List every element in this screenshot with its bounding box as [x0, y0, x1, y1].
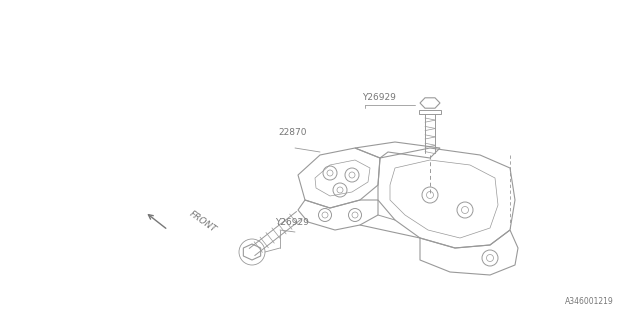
Text: FRONT: FRONT: [188, 210, 218, 235]
Text: Y26929: Y26929: [362, 92, 396, 101]
Text: Y26929: Y26929: [275, 218, 309, 227]
Text: A346001219: A346001219: [565, 298, 614, 307]
Text: 22870: 22870: [278, 127, 307, 137]
